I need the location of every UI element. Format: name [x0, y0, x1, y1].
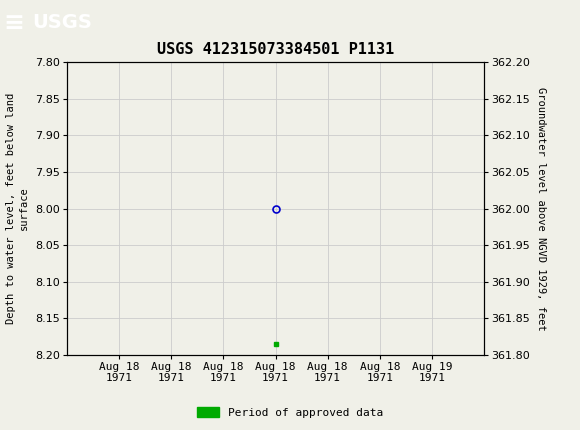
Text: USGS: USGS [32, 13, 92, 32]
Text: ≡: ≡ [3, 11, 24, 34]
Y-axis label: Groundwater level above NGVD 1929, feet: Groundwater level above NGVD 1929, feet [536, 87, 546, 330]
Title: USGS 412315073384501 P1131: USGS 412315073384501 P1131 [157, 42, 394, 57]
Y-axis label: Depth to water level, feet below land
surface: Depth to water level, feet below land su… [6, 93, 30, 324]
Legend: Period of approved data: Period of approved data [193, 403, 387, 422]
